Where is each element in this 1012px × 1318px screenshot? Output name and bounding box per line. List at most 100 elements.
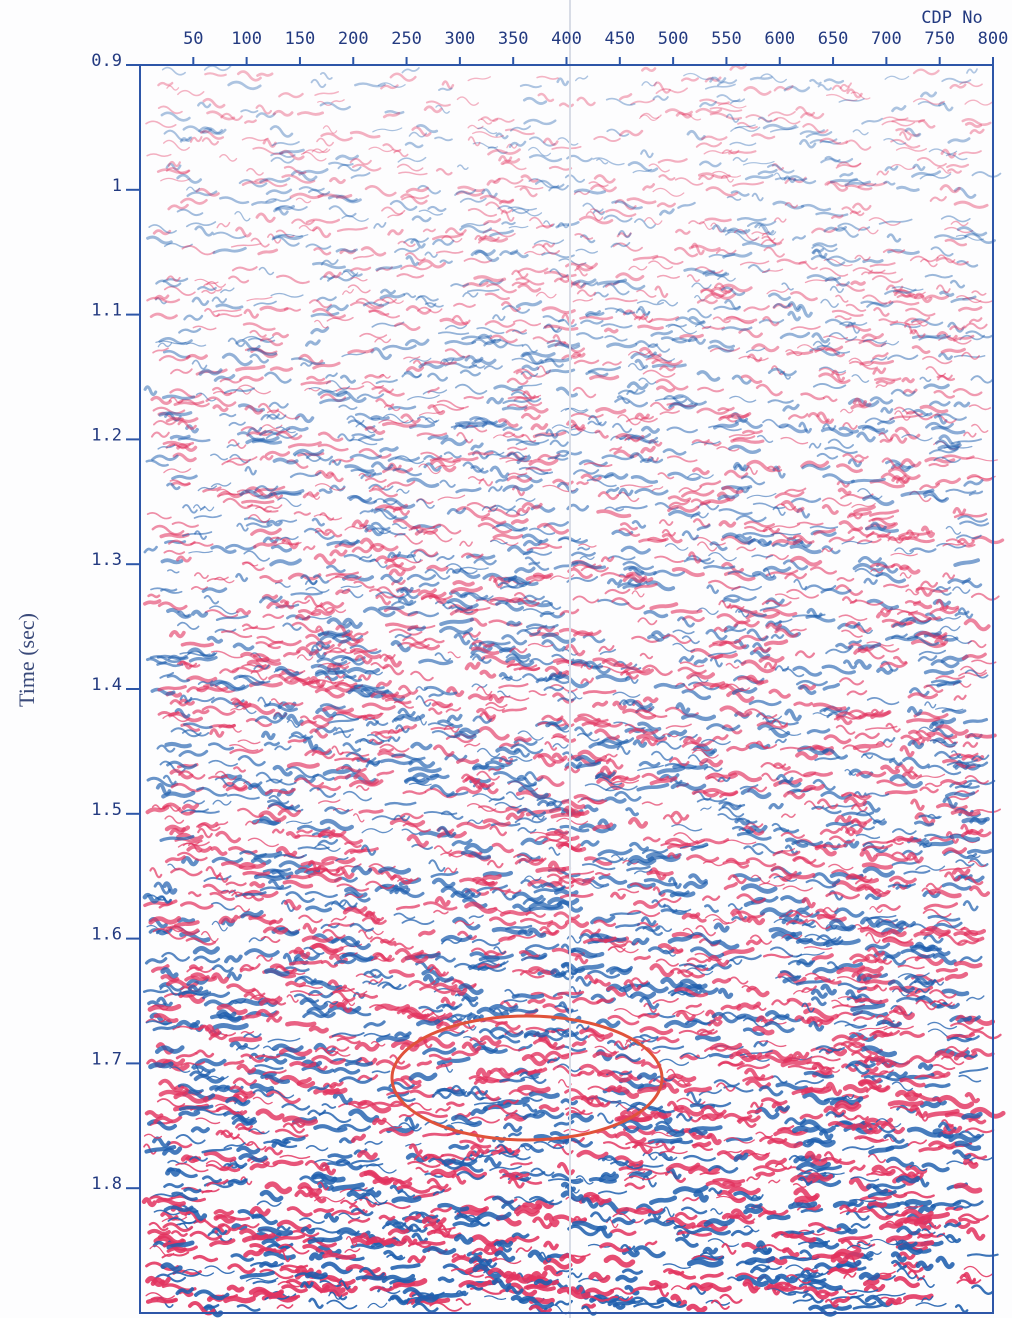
trace-stroke [648,872,671,874]
trace-stroke [508,623,519,625]
trace-stroke [915,1076,944,1078]
trace-stroke [445,357,464,361]
trace-stroke [680,657,693,662]
trace-stroke [268,1018,281,1022]
trace-stroke [770,805,782,808]
trace-stroke [169,656,186,658]
trace-stroke [715,424,737,428]
trace-stroke [886,167,897,171]
trace-stroke [697,1037,718,1040]
trace-stroke [642,448,654,452]
trace-stroke [209,776,226,779]
trace-stroke [922,1104,938,1106]
trace-stroke [446,1161,476,1165]
trace-stroke [967,735,995,737]
trace-stroke [766,641,786,644]
trace-stroke [287,983,304,986]
trace-stroke [949,579,969,582]
trace-stroke [709,1022,720,1025]
trace-stroke [335,960,354,964]
trace-stroke [675,1187,706,1192]
trace-stroke [337,590,349,593]
trace-stroke [705,1249,716,1253]
trace-stroke [964,720,986,723]
trace-stroke [724,253,751,257]
trace-stroke [660,210,673,215]
trace-stroke [203,589,225,592]
trace-stroke [439,88,451,90]
trace-stroke [302,1283,313,1287]
trace-stroke [959,307,981,310]
trace-stroke [458,760,478,762]
trace-stroke [653,365,685,367]
trace-stroke [619,1118,651,1121]
trace-stroke [574,353,584,356]
trace-stroke [887,791,916,793]
trace-stroke [712,1045,740,1048]
trace-stroke [706,274,728,275]
trace-stroke [469,453,492,455]
trace-stroke [646,1242,656,1245]
trace-stroke [832,179,857,182]
trace-stroke [645,698,657,701]
trace-stroke [937,1053,952,1056]
trace-stroke [244,873,269,874]
trace-stroke [889,884,915,886]
trace-stroke [724,861,748,863]
trace-stroke [736,1155,746,1159]
trace-stroke [178,1022,198,1026]
trace-stroke [456,421,487,423]
trace-stroke [789,1291,808,1293]
trace-stroke [636,414,648,418]
trace-stroke [190,658,216,661]
trace-stroke [835,1298,848,1303]
trace-stroke [904,871,929,874]
trace-stroke [906,601,920,603]
trace-stroke [511,1163,531,1165]
trace-stroke [942,349,964,352]
trace-stroke [449,716,461,721]
trace-stroke [215,1026,247,1028]
trace-stroke [670,937,690,941]
trace-stroke [806,786,823,789]
trace-stroke [728,747,749,750]
trace-stroke [797,1197,816,1200]
trace-stroke [396,716,423,720]
trace-stroke [749,1110,761,1112]
trace-stroke [226,1298,253,1301]
trace-stroke [926,671,953,673]
trace-stroke [907,1202,929,1204]
trace-stroke [908,719,939,722]
trace-stroke [331,551,346,555]
trace-stroke [594,702,607,706]
trace-stroke [337,249,357,251]
trace-stroke [289,764,318,767]
trace-stroke [767,1160,785,1165]
trace-stroke [951,1136,979,1140]
trace-stroke [682,79,698,81]
trace-stroke [517,1207,539,1212]
trace-stroke [221,917,236,922]
trace-stroke [794,1053,808,1058]
trace-stroke [608,344,636,347]
trace-stroke [837,817,850,821]
trace-stroke [878,612,889,616]
trace-stroke [353,521,366,525]
trace-stroke [963,654,985,658]
trace-stroke [474,765,487,768]
trace-stroke [791,629,806,631]
trace-stroke [243,912,262,916]
trace-stroke [384,1241,404,1244]
trace-stroke [695,683,723,686]
trace-stroke [157,1048,182,1052]
trace-stroke [949,139,969,143]
trace-stroke [289,740,305,742]
trace-stroke [154,1027,175,1030]
trace-stroke [268,603,287,608]
trace-stroke [751,77,771,79]
trace-stroke [933,1073,948,1076]
trace-stroke [407,188,427,192]
trace-stroke [944,849,965,852]
trace-stroke [509,1133,520,1136]
